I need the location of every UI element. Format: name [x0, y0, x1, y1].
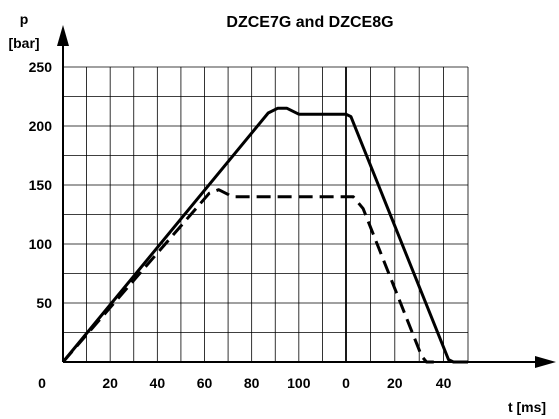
y-tick-label: 200: [29, 118, 53, 134]
x-tick-label: 100: [287, 375, 311, 391]
x-tick-label: 40: [436, 375, 452, 391]
x-tick-label: 20: [387, 375, 403, 391]
axes: [57, 25, 556, 368]
x-axis-label: t [ms]: [508, 399, 546, 415]
x-tick-label: 80: [244, 375, 260, 391]
y-tick-label: 100: [29, 236, 53, 252]
y-tick-label: 250: [29, 59, 53, 75]
series-line-solid: [61, 106, 468, 364]
series-line-dashed: [61, 188, 434, 364]
y-axis-label-unit: [bar]: [8, 35, 39, 51]
grid: [63, 66, 469, 362]
x-axis-arrow: [535, 356, 556, 368]
x-tick-label: 20: [102, 375, 118, 391]
x-tick-label: 0: [342, 375, 350, 391]
y-axis-arrow: [57, 25, 69, 46]
series-group: [61, 106, 468, 364]
tick-labels: 0 50 100 150 200 250 20 40 60 80 100 0 20 40: [29, 59, 452, 391]
x-tick-label: 60: [197, 375, 213, 391]
y-tick-label: 50: [36, 295, 52, 311]
x-tick-label: 40: [150, 375, 166, 391]
y-tick-label: 150: [29, 177, 53, 193]
y-tick-label: 0: [38, 375, 46, 391]
chart-title: DZCE7G and DZCE8G: [226, 14, 393, 31]
y-axis-label-symbol: p: [20, 11, 29, 27]
